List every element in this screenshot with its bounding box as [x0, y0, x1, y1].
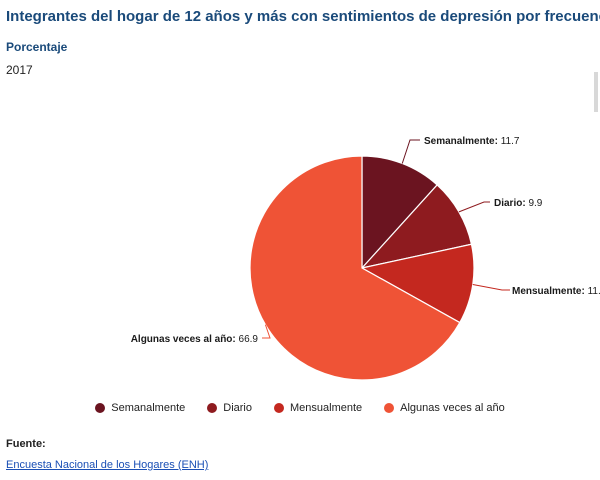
chart-year: 2017: [6, 63, 33, 77]
legend-label: Algunas veces al año: [400, 402, 505, 414]
pie-chart: Semanalmente: 11.7 Diario: 9.9 Mensualment…: [131, 136, 600, 381]
legend-item-diario[interactable]: Diario: [207, 402, 252, 414]
pie-data-label: Semanalmente: 11.7: [424, 136, 520, 147]
source-label: Fuente:: [6, 438, 46, 450]
pie-slice-mensualmente[interactable]: [360, 243, 475, 324]
scroll-edge-marker: [594, 72, 598, 112]
legend-dot-icon: [274, 403, 284, 413]
legend-item-algunas-veces-al-año[interactable]: Algunas veces al año: [384, 402, 505, 414]
source-link[interactable]: Encuesta Nacional de los Hogares (ENH): [6, 459, 209, 471]
chart-legend: Semanalmente Diario Mensualmente Algunas ve…: [0, 402, 600, 414]
chart-title: Integrantes del hogar de 12 años y más c…: [6, 8, 600, 25]
pie-data-label: Algunas veces al año: 66.9: [131, 334, 259, 345]
legend-item-semanalmente[interactable]: Semanalmente: [95, 402, 185, 414]
legend-label: Mensualmente: [290, 402, 363, 414]
pie-connector: [401, 139, 420, 164]
legend-dot-icon: [384, 403, 395, 413]
pie-connector: [458, 201, 490, 213]
pie-slice-algunas-veces-al-año[interactable]: [249, 155, 461, 381]
pie-connector: [262, 324, 271, 339]
legend-label: Semanalmente: [111, 402, 186, 414]
pie-data-label: Mensualmente: 11.5: [512, 286, 600, 297]
legend-item-mensualmente[interactable]: Mensualmente: [274, 402, 362, 414]
chart-subtitle: Porcentaje: [6, 40, 68, 54]
legend-dot-icon: [95, 403, 106, 413]
legend-label: Diario: [223, 402, 252, 414]
legend-dot-icon: [207, 403, 218, 413]
pie-data-label: Diario: 9.9: [494, 198, 543, 209]
pie-connector: [472, 283, 510, 291]
